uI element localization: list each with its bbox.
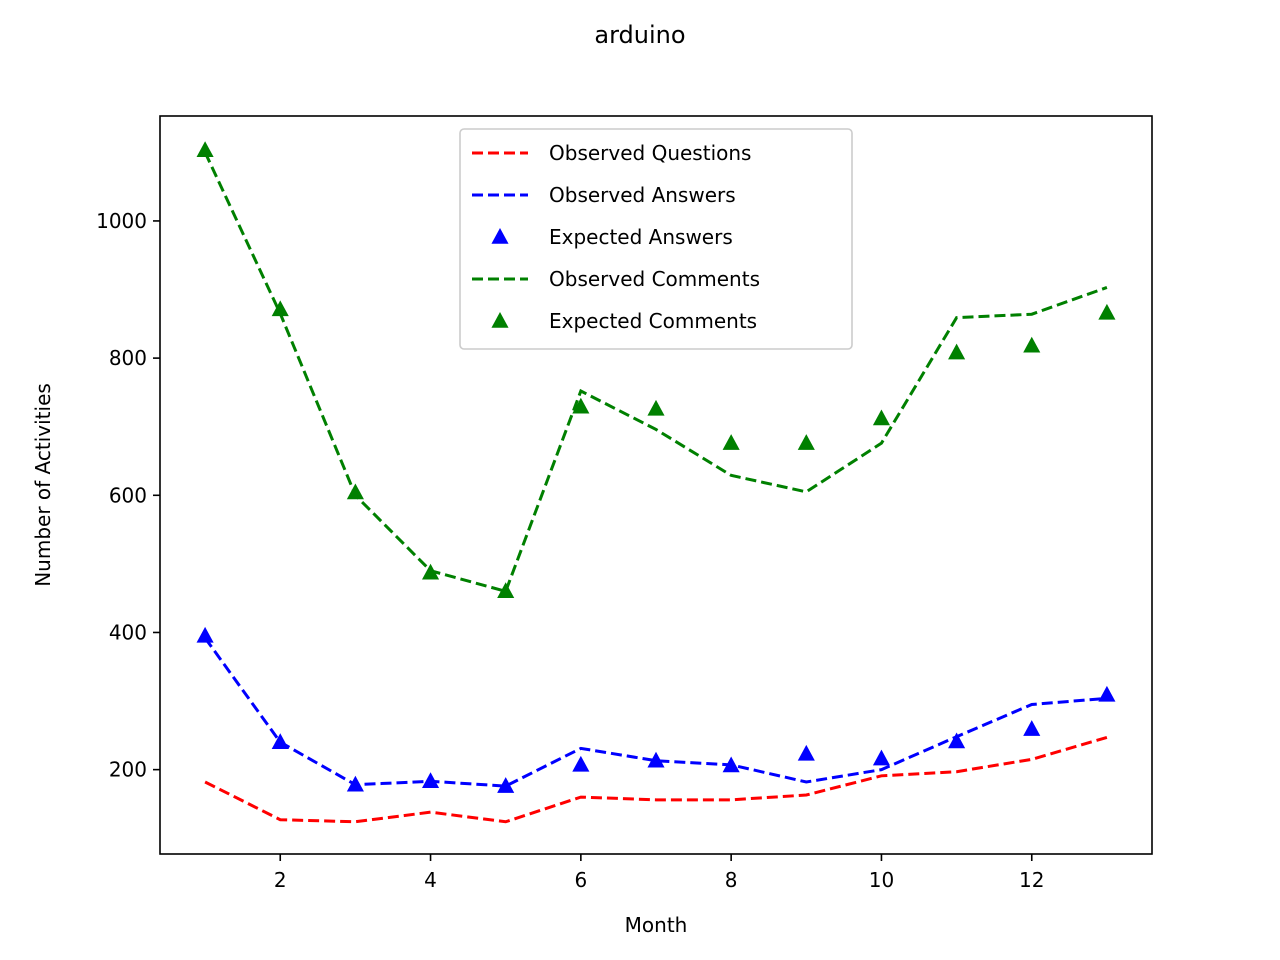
legend: Observed Questions Observed Answers Expect… [459, 128, 853, 350]
expected-comments-marker [497, 582, 515, 599]
y-tick-label: 1000 [96, 209, 147, 233]
expected-answers-marker [722, 756, 740, 773]
y-tick-label: 800 [109, 346, 147, 370]
expected-answers-marker [1098, 685, 1116, 702]
expected-answers-marker [647, 751, 665, 768]
x-tick-label: 8 [725, 868, 738, 892]
chart-title: arduino [594, 21, 685, 49]
legend-label-observed-questions: Observed Questions [549, 141, 751, 165]
expected-answers-marker [572, 755, 590, 772]
expected-comments-marker [346, 483, 364, 500]
y-tick-label: 200 [109, 758, 147, 782]
expected-comments-marker [1023, 336, 1041, 353]
expected-comments-marker [647, 399, 665, 416]
expected-answers-marker [497, 777, 515, 793]
legend-label-observed-answers: Observed Answers [549, 183, 736, 207]
observed-questions-line [204, 735, 1108, 824]
expected-comments-marker [797, 434, 815, 450]
legend-label-observed-comments: Observed Comments [549, 267, 760, 291]
expected-answers-marker [196, 626, 214, 643]
expected-comments-marker [271, 300, 289, 317]
expected-answers-marker [1023, 720, 1041, 736]
x-tick-label: 4 [424, 868, 437, 892]
expected-answers-marker [872, 749, 891, 766]
expected-comments-marker [872, 409, 891, 426]
legend-label-expected-answers: Expected Answers [549, 225, 733, 249]
legend-label-expected-comments: Expected Comments [549, 309, 757, 333]
axis-ticks: 2 4 6 8 10 12 200 400 600 800 1000 [96, 209, 1044, 892]
expected-comments-marker [572, 397, 590, 414]
expected-answers-marker [421, 772, 440, 789]
expected-answers-marker [346, 775, 364, 792]
x-tick-label: 2 [274, 868, 287, 892]
expected-comments-marker [722, 434, 740, 450]
expected-answers-marker [271, 733, 289, 749]
expected-comments-marker [1098, 303, 1116, 320]
expected-comments-marker [948, 343, 966, 360]
expected-answers-marker [948, 732, 966, 749]
legend-box [459, 128, 853, 350]
expected-comments-marker [196, 141, 214, 158]
x-tick-label: 12 [1019, 868, 1044, 892]
legend-swatch-expected-comments [491, 312, 509, 328]
y-tick-label: 600 [109, 483, 147, 507]
y-axis-title: Number of Activities [31, 383, 55, 587]
plot-frame [159, 115, 1153, 855]
legend-swatch-expected-answers [491, 228, 509, 244]
expected-comments-marker [421, 563, 440, 580]
x-tick-label: 6 [574, 868, 587, 892]
x-axis-title: Month [625, 913, 688, 937]
expected-answers-marker [797, 744, 815, 761]
plot-area [196, 141, 1116, 824]
y-tick-label: 400 [109, 620, 147, 644]
x-tick-label: 10 [869, 868, 894, 892]
